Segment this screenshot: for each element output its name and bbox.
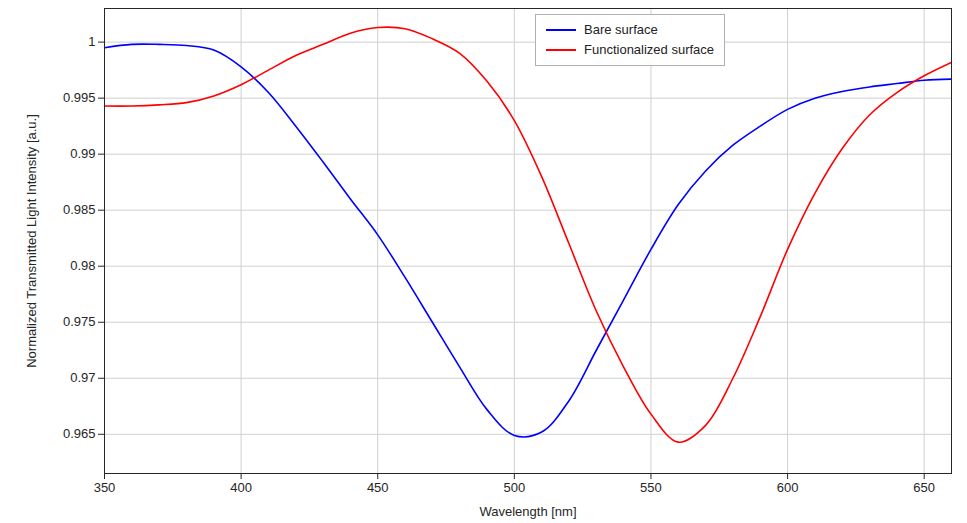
svg-text:0.975: 0.975: [63, 314, 96, 329]
html-text:Bare surface: Bare surface: [584, 22, 658, 37]
svg-text:0.985: 0.985: [63, 202, 96, 217]
svg-text:400: 400: [230, 480, 252, 495]
svg-text:0.965: 0.965: [63, 426, 96, 441]
svg-text:600: 600: [777, 480, 799, 495]
svg-text:650: 650: [913, 480, 935, 495]
svg-text:500: 500: [503, 480, 525, 495]
svg-text:350: 350: [94, 480, 116, 495]
svg-text:450: 450: [367, 480, 389, 495]
svg-text:0.99: 0.99: [70, 146, 95, 161]
svg-text:0.995: 0.995: [63, 90, 96, 105]
svg-text:0.97: 0.97: [70, 370, 95, 385]
svg-text:1: 1: [88, 34, 95, 49]
svg-text:550: 550: [640, 480, 662, 495]
svg-text:Wavelength [nm]: Wavelength [nm]: [479, 504, 576, 519]
html-text:Functionalized surface: Functionalized surface: [584, 42, 715, 57]
svg-text:0.98: 0.98: [70, 258, 95, 273]
svg-text:Normalized Transmitted Light I: Normalized Transmitted Light Intensity […: [24, 114, 39, 368]
